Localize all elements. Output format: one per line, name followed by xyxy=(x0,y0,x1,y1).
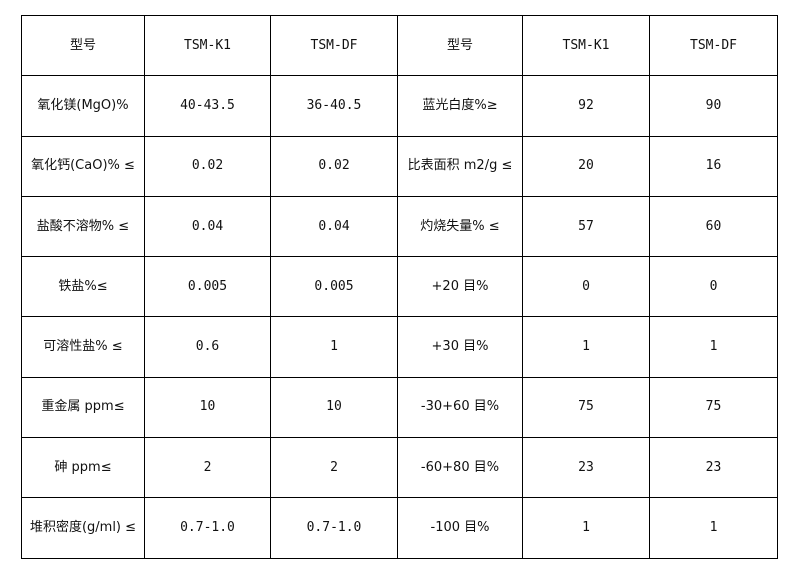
table-cell: 0.005 xyxy=(144,256,271,318)
table-cell: 比表面积 m2/g ≤ xyxy=(397,135,523,197)
table-cell: 75 xyxy=(522,376,650,439)
table-cell: 0.6 xyxy=(144,316,271,378)
table-cell: 0.02 xyxy=(270,135,398,197)
header-cell: TSM-DF xyxy=(649,14,778,77)
table-cell: 10 xyxy=(144,376,271,439)
table-row: 堆积密度(g/ml) ≤0.7-1.0 0.7-1.0 -100 目% 1 1 xyxy=(21,497,778,559)
table-cell: 0 xyxy=(522,256,650,318)
table-cell: 36-40.5 xyxy=(270,75,398,137)
table-cell: 铁盐%≤ xyxy=(21,256,145,318)
table-row: 氧化镁(MgO)% 40-43.5 36-40.5 蓝光白度%≥ 92 90 xyxy=(21,75,778,137)
table-cell: 23 xyxy=(649,437,778,499)
table-cell: 10 xyxy=(270,376,398,439)
table-cell: 堆积密度(g/ml) ≤ xyxy=(21,497,145,559)
spec-table: 型号 TSM-K1 TSM-DF 型号 TSM-K1 TSM-DF 氧化镁(MgO)% 40-… xyxy=(21,14,778,559)
table-cell: 57 xyxy=(522,195,650,258)
header-cell: TSM-K1 xyxy=(144,14,271,77)
header-cell: 型号 xyxy=(397,14,523,77)
table-cell: -60+80 目% xyxy=(397,437,523,499)
header-cell: 型号 xyxy=(21,14,145,77)
table-row: 可溶性盐% ≤0.6 1 +30 目% 1 1 xyxy=(21,316,778,378)
table-row: 重金属 ppm≤ 10 10 -30+60 目% 75 75 xyxy=(21,376,778,439)
table-cell: 0.04 xyxy=(144,195,271,258)
table-cell: 92 xyxy=(522,75,650,137)
table-cell: 60 xyxy=(649,195,778,258)
table-cell: -30+60 目% xyxy=(397,376,523,439)
table-row: 砷 ppm≤ 2 2 -60+80 目% 23 23 xyxy=(21,437,778,499)
header-cell: TSM-K1 xyxy=(522,14,650,77)
table-header-row: 型号 TSM-K1 TSM-DF 型号 TSM-K1 TSM-DF xyxy=(21,14,778,77)
table-cell: 2 xyxy=(144,437,271,499)
table-row: 氧化钙(CaO)% ≤0.02 0.02 比表面积 m2/g ≤20 16 xyxy=(21,135,778,197)
table-cell: 可溶性盐% ≤ xyxy=(21,316,145,378)
table-cell: 1 xyxy=(522,316,650,378)
table-cell: 40-43.5 xyxy=(144,75,271,137)
header-cell: TSM-DF xyxy=(270,14,398,77)
table-cell: 0.7-1.0 xyxy=(270,497,398,559)
table-cell: 盐酸不溶物% ≤ xyxy=(21,195,145,258)
table-cell: 0.005 xyxy=(270,256,398,318)
table-cell: 灼烧失量% ≤ xyxy=(397,195,523,258)
table-cell: 2 xyxy=(270,437,398,499)
table-row: 盐酸不溶物% ≤0.04 0.04 灼烧失量% ≤57 60 xyxy=(21,195,778,258)
table-cell: 砷 ppm≤ xyxy=(21,437,145,499)
table-cell: 0.04 xyxy=(270,195,398,258)
table-cell: 蓝光白度%≥ xyxy=(397,75,523,137)
table-cell: 重金属 ppm≤ xyxy=(21,376,145,439)
table-cell: 90 xyxy=(649,75,778,137)
table-cell: 0.02 xyxy=(144,135,271,197)
table-cell: +20 目% xyxy=(397,256,523,318)
table-cell: 0 xyxy=(649,256,778,318)
table-cell: 0.7-1.0 xyxy=(144,497,271,559)
table-cell: +30 目% xyxy=(397,316,523,378)
table-cell: 16 xyxy=(649,135,778,197)
table-cell: 20 xyxy=(522,135,650,197)
table-cell: 1 xyxy=(522,497,650,559)
table-cell: -100 目% xyxy=(397,497,523,559)
table-cell: 1 xyxy=(649,316,778,378)
table-cell: 1 xyxy=(649,497,778,559)
table-cell: 75 xyxy=(649,376,778,439)
table-cell: 1 xyxy=(270,316,398,378)
table-row: 铁盐%≤ 0.005 0.005 +20 目% 0 0 xyxy=(21,256,778,318)
table-cell: 23 xyxy=(522,437,650,499)
table-cell: 氧化镁(MgO)% xyxy=(21,75,145,137)
table-cell: 氧化钙(CaO)% ≤ xyxy=(21,135,145,197)
